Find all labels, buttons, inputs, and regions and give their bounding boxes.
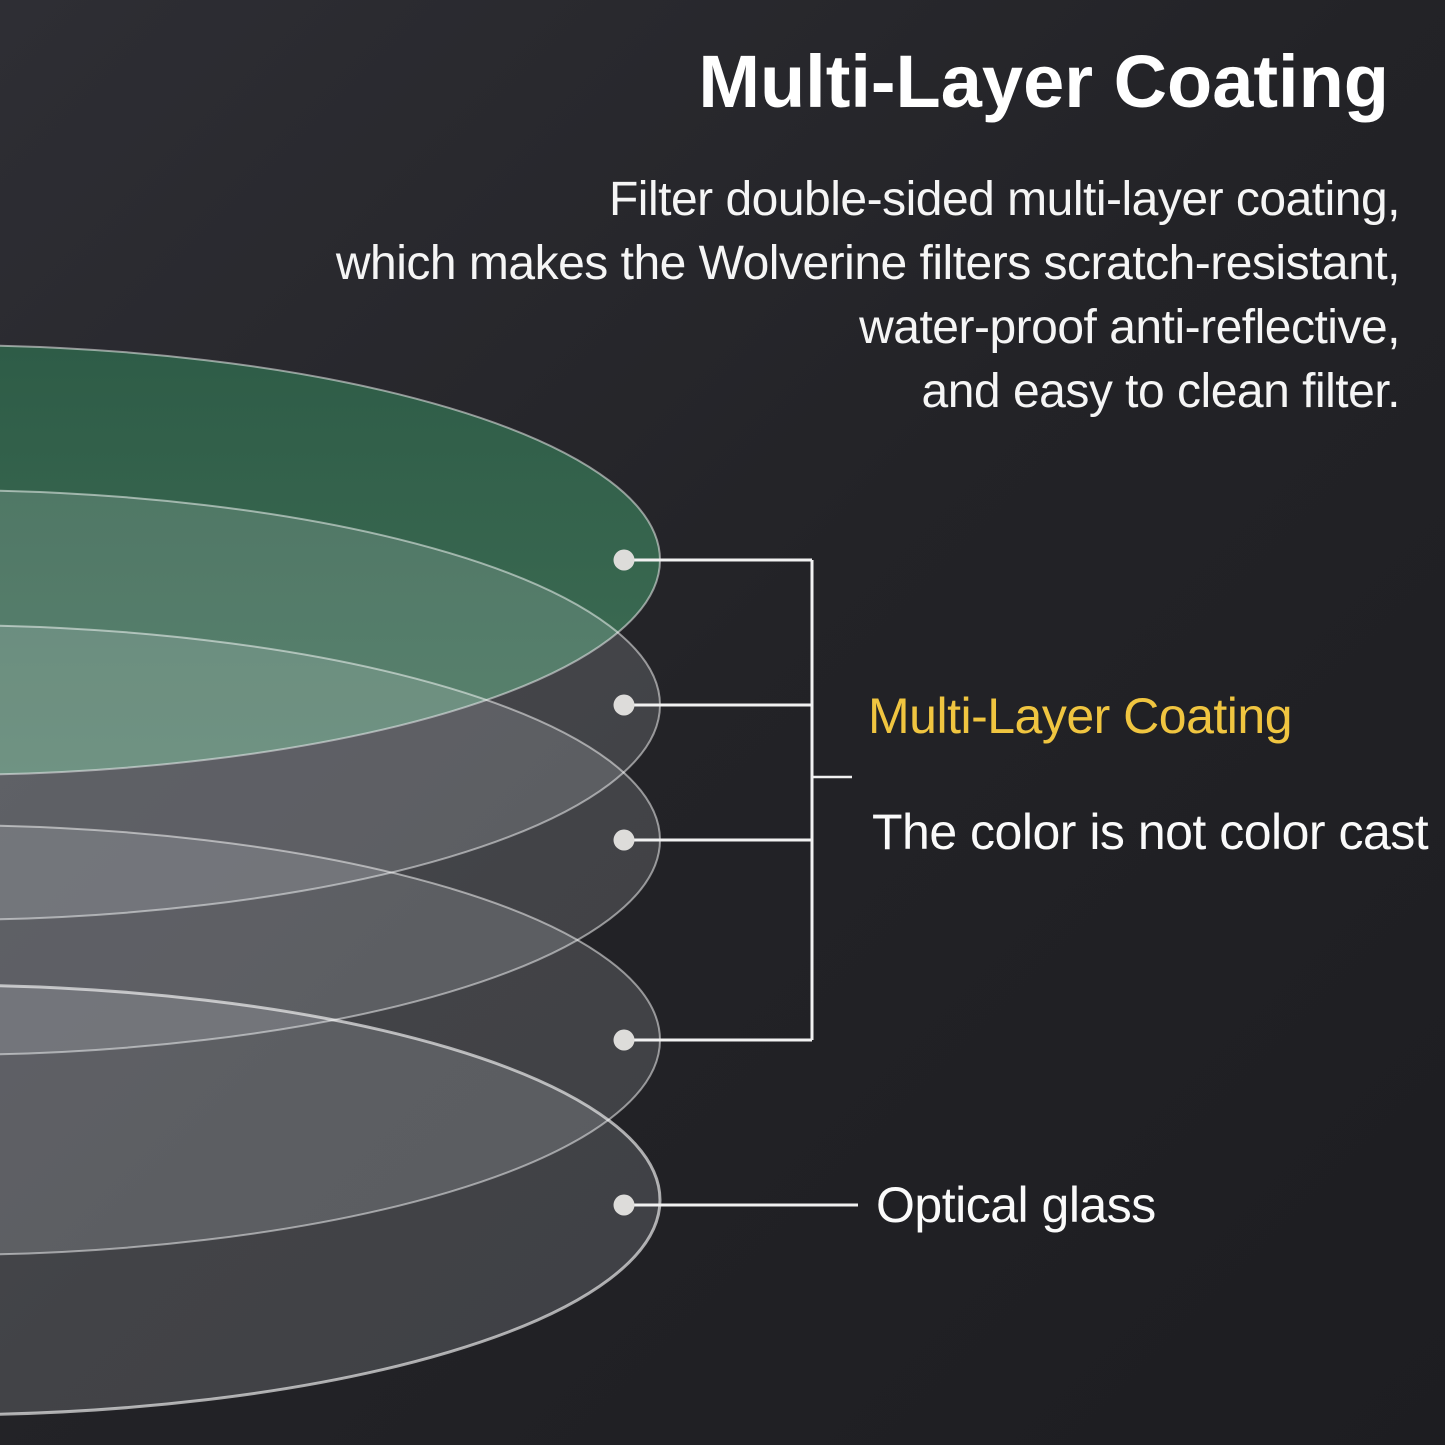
page-title: Multi-Layer Coating <box>698 40 1389 123</box>
coating-callout-note: The color is not color cast <box>872 804 1429 860</box>
optical-glass-layer <box>0 984 662 1416</box>
callout-lines <box>613 549 858 1216</box>
layer-dot-1 <box>613 549 635 571</box>
optical-glass-label: Optical glass <box>876 1177 1156 1233</box>
description-line: water-proof anti-reflective, <box>859 301 1400 354</box>
description-line: Filter double-sided multi-layer coating, <box>608 173 1401 226</box>
description-line: which makes the Wolverine filters scratc… <box>335 237 1401 290</box>
layer-dot-2 <box>613 694 635 716</box>
layer-dot-4 <box>613 1029 635 1051</box>
description-line: and easy to clean filter. <box>921 365 1401 418</box>
coating-callout-label: Multi-Layer Coating <box>868 688 1293 744</box>
description-text: Filter double-sided multi-layer coating,… <box>335 168 1401 424</box>
layer-dot-3 <box>613 829 635 851</box>
glass-dot <box>613 1194 635 1216</box>
filter-layers <box>0 344 662 1416</box>
